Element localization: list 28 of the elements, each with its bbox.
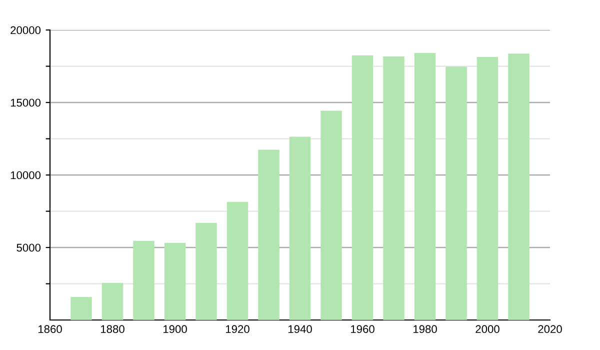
x-tick-label: 1940 xyxy=(288,325,312,334)
bar xyxy=(414,53,436,320)
x-tick-label: 1880 xyxy=(100,325,124,334)
bar xyxy=(383,56,404,320)
x-tick-label: 1900 xyxy=(163,325,187,334)
bar xyxy=(352,55,374,320)
bar xyxy=(289,136,311,320)
x-tick-label: 1960 xyxy=(350,325,374,334)
bar xyxy=(70,296,92,320)
x-tick-label: 1980 xyxy=(413,325,437,334)
bar xyxy=(226,202,248,320)
x-tick-label: 1920 xyxy=(226,325,250,334)
bar xyxy=(164,242,186,320)
bar xyxy=(446,66,467,320)
y-tick-label: 5000 xyxy=(16,244,41,252)
y-tick-label: 10000 xyxy=(10,171,41,180)
bar xyxy=(196,222,217,320)
bar xyxy=(102,282,124,320)
x-tick-label: 2000 xyxy=(476,325,500,334)
y-tick-label: 15000 xyxy=(10,98,41,107)
bar xyxy=(508,54,530,320)
bar xyxy=(133,240,154,320)
y-tick-label: 20000 xyxy=(10,26,41,34)
bar xyxy=(258,150,280,320)
bar xyxy=(476,56,498,320)
bar xyxy=(320,110,342,320)
x-tick-label: 1860 xyxy=(38,325,62,334)
x-tick-label: 2020 xyxy=(538,325,562,334)
